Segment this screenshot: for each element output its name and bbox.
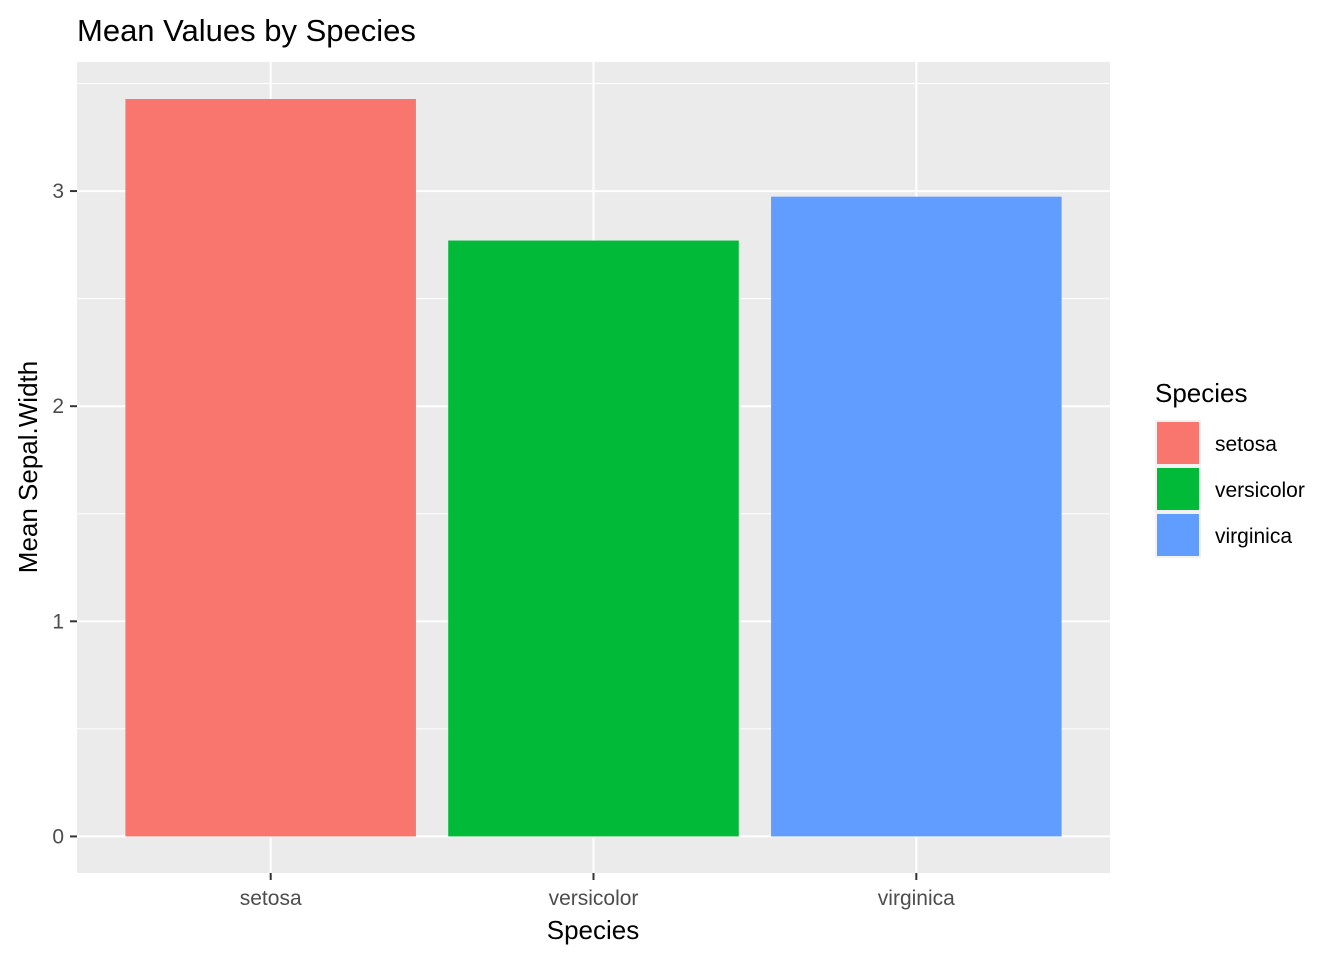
legend-swatch-setosa: [1157, 422, 1199, 464]
legend-label: versicolor: [1215, 479, 1305, 502]
plot-panel: [77, 62, 1110, 873]
bars: [125, 99, 1062, 837]
legend-swatch-versicolor: [1157, 468, 1199, 510]
y-axis-title: Mean Sepal.Width: [13, 361, 43, 573]
legend-label: virginica: [1215, 525, 1292, 548]
x-axis-title: Species: [547, 915, 640, 945]
y-tick-label: 0: [52, 825, 64, 848]
y-axis: 0 1 2 3: [52, 180, 77, 848]
bar-versicolor: [448, 240, 739, 837]
x-tick-label: setosa: [240, 887, 302, 910]
legend-swatch-virginica: [1157, 514, 1199, 556]
y-tick-label: 2: [52, 395, 64, 418]
y-tick-label: 1: [52, 610, 64, 633]
bar-virginica: [771, 196, 1062, 837]
x-tick-label: virginica: [878, 887, 955, 910]
chart-title: Mean Values by Species: [77, 13, 416, 48]
legend-items: setosa versicolor virginica: [1155, 420, 1305, 558]
bar-setosa: [125, 99, 416, 837]
legend-title: Species: [1155, 378, 1248, 408]
legend-label: setosa: [1215, 433, 1277, 456]
legend: Species setosa versicolor virginica: [1155, 378, 1305, 558]
x-axis: setosa versicolor virginica: [240, 873, 955, 910]
x-tick-label: versicolor: [549, 887, 639, 910]
y-tick-label: 3: [52, 180, 64, 203]
